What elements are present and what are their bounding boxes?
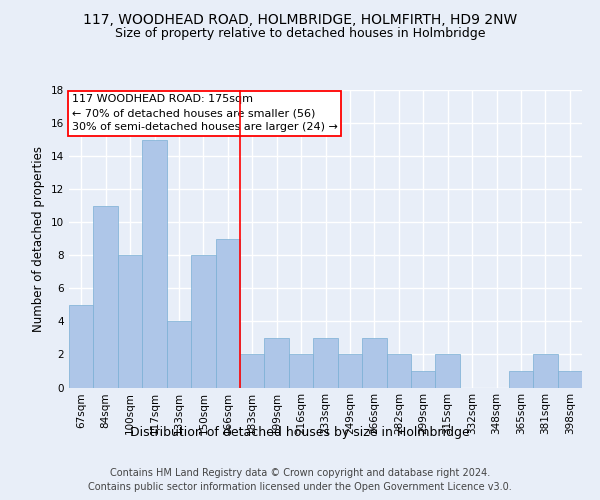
Bar (265, 338, 289, 388)
Bar (338, 354, 362, 388)
Bar (215, 239, 240, 388)
Text: 117 WOODHEAD ROAD: 175sqm
← 70% of detached houses are smaller (56)
30% of semi-: 117 WOODHEAD ROAD: 175sqm ← 70% of detac… (71, 94, 337, 132)
Bar (69, 305, 94, 388)
Bar (118, 256, 142, 388)
Bar (509, 371, 533, 388)
Bar (289, 354, 313, 388)
Text: Distribution of detached houses by size in Holmbridge: Distribution of detached houses by size … (130, 426, 470, 439)
Text: Contains HM Land Registry data © Crown copyright and database right 2024.: Contains HM Land Registry data © Crown c… (110, 468, 490, 477)
Bar (313, 338, 338, 388)
Bar (533, 354, 557, 388)
Text: Contains public sector information licensed under the Open Government Licence v3: Contains public sector information licen… (88, 482, 512, 492)
Text: 117, WOODHEAD ROAD, HOLMBRIDGE, HOLMFIRTH, HD9 2NW: 117, WOODHEAD ROAD, HOLMBRIDGE, HOLMFIRT… (83, 12, 517, 26)
Bar (142, 140, 167, 388)
Text: Size of property relative to detached houses in Holmbridge: Size of property relative to detached ho… (115, 28, 485, 40)
Bar (167, 322, 191, 388)
Bar (94, 206, 118, 388)
Bar (436, 354, 460, 388)
Y-axis label: Number of detached properties: Number of detached properties (32, 146, 46, 332)
Bar (362, 338, 386, 388)
Bar (386, 354, 411, 388)
Bar (411, 371, 436, 388)
Bar (191, 256, 215, 388)
Bar (557, 371, 582, 388)
Bar (240, 354, 265, 388)
